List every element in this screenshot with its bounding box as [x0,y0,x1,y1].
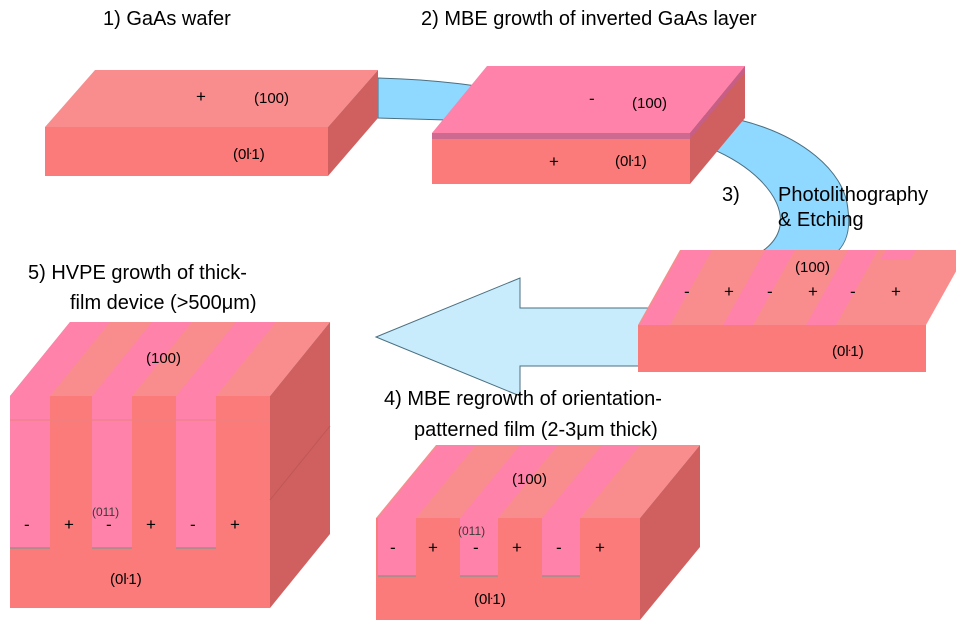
wafer-plane-011bar: (0ŀ1) [233,146,265,163]
patterned-minus-1: - [684,282,690,301]
etched-stripe-2 [723,250,795,325]
thick-plus-2: + [146,515,156,534]
regrowth-top-stripe-2 [460,445,558,518]
regrowth-front-stripe-3 [542,518,580,576]
wafer-block [45,70,378,176]
patterned-block [638,250,956,372]
substrate-polarity-plus: + [549,152,559,171]
inverted-plane-100: (100) [632,95,667,112]
inverted-polarity-minus: - [589,89,595,108]
thick-front-stripe-1 [10,396,50,548]
patterned-plane-011bar: (0ŀ1) [832,343,864,360]
patterned-front-face [638,325,926,372]
regrowth-front-stripe-1 [378,518,416,576]
thick-side-seam [269,425,331,501]
regrowth-minus-2: - [473,538,479,557]
regrowth-plane-011bar: (0ŀ1) [474,591,506,608]
wafer-plane-100: (100) [254,90,289,107]
regrowth-plane-100: (100) [512,471,547,488]
regrowth-front-stripe-2 [460,518,498,576]
patterned-plane-100: (100) [795,259,830,276]
inverted-thin-layer [432,133,690,139]
etched-stripe-4 [880,250,916,260]
wafer-front-face [45,127,328,176]
patterned-minus-2: - [767,282,773,301]
regrowth-minus-1: - [390,538,396,557]
wafer-polarity-plus: + [196,87,206,106]
etched-stripe-1 [640,250,712,325]
patterned-plus-3: + [891,282,901,301]
regrowth-plane-011: (011) [458,524,485,538]
inverted-side-layer [690,66,745,139]
inverted-block [432,66,745,184]
patterned-minus-3: - [850,282,856,301]
thick-film-block [10,322,331,608]
thick-plane-011: (011) [92,505,119,519]
thick-front-stripe-3 [176,396,216,548]
thick-front-stripe-2 [92,396,132,548]
step-1-caption: 1) GaAs wafer [103,8,231,30]
thick-minus-3: - [190,515,196,534]
thick-side-face [270,322,330,608]
regrowth-top-stripe-1 [378,445,476,518]
regrowth-block [376,445,700,620]
thick-top-stripe-3 [176,322,276,396]
thick-plane-011bar: (0ŀ1) [110,571,142,588]
regrowth-plus-2: + [512,538,522,557]
step-3-caption-line2: & Etching [778,209,864,231]
etched-stripe-3 [806,250,878,325]
thick-top-stripe-1 [10,322,110,396]
step-3-caption-line1: Photolithography [778,184,928,206]
regrowth-plus-1: + [428,538,438,557]
inverted-side-face [690,66,745,184]
thick-minus-1: - [24,515,30,534]
wafer-side-face [328,70,378,176]
patterned-plus-2: + [808,282,818,301]
thick-minus-2: - [106,515,112,534]
thick-top-stripe-2 [92,322,192,396]
inverted-top-face [432,66,745,133]
step-4-caption-line2: patterned film (2-3μm thick) [414,419,658,441]
thick-plane-100: (100) [146,350,181,367]
wafer-top-face [45,70,378,127]
substrate-front-face [432,139,690,184]
thick-plus-3: + [230,515,240,534]
inverted-plane-011bar: (0ŀ1) [615,153,647,170]
patterned-top-face [638,250,956,325]
regrowth-top-stripe-3 [542,445,640,518]
thick-plus-1: + [64,515,74,534]
step-2-caption: 2) MBE growth of inverted GaAs layer [421,8,757,30]
regrowth-minus-3: - [556,538,562,557]
step-4-caption-line1: 4) MBE regrowth of orientation- [384,388,662,410]
step-5-caption-line2: film device (>500μm) [70,292,257,314]
step-3-number: 3) [722,184,740,206]
regrowth-plus-3: + [595,538,605,557]
regrowth-side-face [640,445,700,620]
patterned-plus-1: + [724,282,734,301]
step-5-caption-line1: 5) HVPE growth of thick- [28,262,247,284]
